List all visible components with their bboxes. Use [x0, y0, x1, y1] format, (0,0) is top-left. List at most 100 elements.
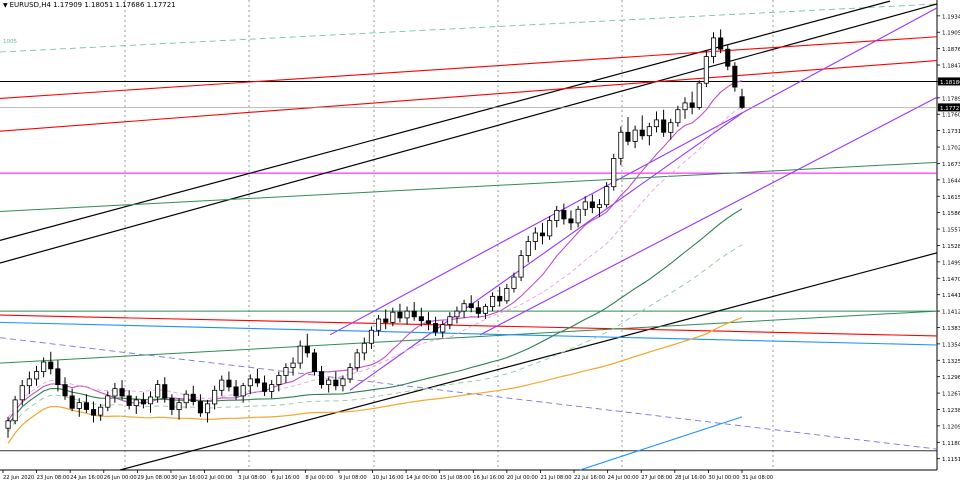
candle-bear: [561, 209, 567, 220]
time-tick-label: 10 Jul 16:00: [373, 475, 404, 481]
candle-bull: [183, 393, 189, 404]
candle-bull: [461, 303, 467, 312]
candle-bear: [432, 323, 439, 333]
candle-bull: [696, 82, 702, 108]
price-tick-label: 1.12960: [942, 375, 960, 381]
price-tick-label: 1.18470: [942, 64, 960, 70]
time-tick-label: 20 Jul 00:00: [507, 475, 538, 481]
time-tick-label: 16 Jul 16:00: [473, 475, 504, 481]
candle-bear: [197, 401, 204, 414]
ma-slow: [7, 317, 743, 444]
candle-bull: [575, 208, 581, 224]
candle-bull: [368, 329, 374, 344]
candle-bull: [525, 241, 531, 257]
chart-title: ▼ EURUSD,H4 1.17909 1.18051 1.17686 1.177…: [3, 1, 176, 9]
price-tick-label: 1.19340: [942, 14, 960, 20]
time-tick-label: 2 Jul 00:00: [205, 475, 233, 481]
time-tick-label: 24 Jul 00:00: [608, 475, 639, 481]
level-text: 1005: [3, 39, 17, 45]
dropdown-arrow-icon[interactable]: ▼: [3, 2, 8, 9]
candle-bear: [91, 409, 97, 416]
candle-bear: [254, 378, 261, 384]
candle-bear: [689, 102, 695, 108]
candle-bull: [632, 129, 638, 142]
candle-bull: [98, 406, 104, 416]
candle-bull: [711, 37, 717, 58]
candle-bull: [276, 375, 282, 385]
candle-bear: [304, 345, 310, 354]
price-tick-label: 1.19050: [942, 31, 960, 37]
price-tick-label: 1.16730: [942, 162, 960, 168]
candle-bear: [119, 388, 125, 397]
candle-bull: [511, 276, 517, 289]
price-tick-label: 1.12090: [942, 424, 960, 430]
candle-bear: [468, 303, 474, 309]
candle-bear: [725, 48, 731, 67]
price-tick-label: 1.16440: [942, 178, 960, 184]
candle-bear: [589, 201, 595, 208]
price-tick-label: 1.17600: [942, 113, 960, 119]
time-tick-label: 8 Jul 00:00: [305, 475, 333, 481]
candle-bear: [639, 129, 645, 137]
time-tick-label: 23 Jun 08:00: [37, 475, 70, 481]
price-tick-label: 1.13830: [942, 326, 960, 332]
ma-fast: [7, 80, 743, 422]
candle-bear: [661, 119, 667, 133]
price-tick-label: 1.15280: [942, 244, 960, 250]
candle-bull: [703, 56, 709, 84]
price-tick-label: 1.11510: [942, 457, 960, 463]
price-tick-label: 1.14700: [942, 277, 960, 283]
price-tick-label: 1.17310: [942, 129, 960, 135]
grid-lines: [0, 0, 938, 471]
time-tick-label: 22 Jul 16:00: [574, 475, 605, 481]
level-price-label-bg: [938, 77, 960, 86]
candle-bear: [739, 96, 745, 108]
candle-bull: [290, 362, 296, 369]
red-trendline-flat: [0, 314, 938, 337]
candle-bear: [718, 37, 724, 50]
candle-bear: [311, 352, 317, 372]
candle-bear: [69, 395, 75, 409]
candle-bull: [347, 367, 353, 380]
candle-bull: [212, 389, 218, 405]
candle-bull: [518, 255, 524, 278]
price-tick-label: 1.12380: [942, 408, 960, 414]
time-axis: 22 Jun 2020 23 Jun 08:00 24 Jun 16:00 26 Ju…: [2, 470, 773, 481]
price-tick-label: 1.13540: [942, 342, 960, 348]
candle-bear: [383, 318, 389, 323]
time-tick-label: 24 Jun 16:00: [70, 475, 103, 481]
price-tick-label: 1.14410: [942, 293, 960, 299]
candle-bear: [83, 402, 90, 410]
candle-bull: [596, 204, 602, 208]
time-tick-label: 31 Jul 08:00: [742, 475, 773, 481]
current-price-label-bg: [938, 103, 960, 112]
time-tick-label: 6 Jul 16:00: [272, 475, 300, 481]
time-tick-label: 27 Jul 08:00: [641, 475, 672, 481]
price-tick-label: 1.12670: [942, 392, 960, 398]
red-trendline-upper: [0, 36, 938, 99]
candle-bull: [19, 385, 25, 401]
candle-bear: [425, 320, 431, 324]
black-trendline-long: [119, 252, 938, 471]
candle-bull: [482, 306, 488, 314]
price-tick-label: 1.15570: [942, 228, 960, 234]
price-tick-label: 1.11800: [942, 441, 960, 447]
candle-bull: [5, 420, 11, 429]
candle-bear: [568, 218, 574, 224]
candle-bull: [390, 311, 396, 323]
candle-bull: [269, 384, 275, 392]
time-tick-label: 30 Jul 00:00: [708, 475, 739, 481]
candle-bull: [404, 310, 410, 319]
candles: [5, 29, 745, 438]
candle-bull: [112, 388, 118, 397]
candle-bear: [397, 311, 403, 319]
candle-bull: [604, 186, 610, 206]
time-tick-label: 28 Jul 16:00: [675, 475, 706, 481]
candle-bull: [297, 345, 303, 364]
time-tick-label: 26 Jun 00:00: [104, 475, 137, 481]
ma-medium-dashed: [7, 244, 743, 433]
time-tick-label: 21 Jul 08:00: [540, 475, 571, 481]
candle-bear: [190, 393, 196, 403]
